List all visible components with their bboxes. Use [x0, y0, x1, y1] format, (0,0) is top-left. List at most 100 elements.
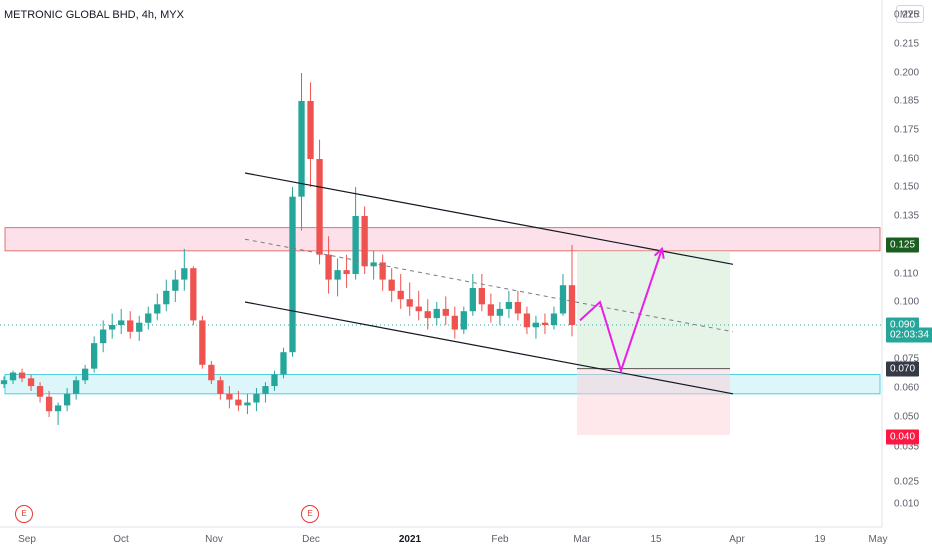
candle [523, 306, 531, 335]
price-tick-label: 0.025 [894, 476, 920, 488]
price-tick-label: 0.135 [894, 210, 920, 222]
price-tick-label: 0.200 [894, 67, 920, 79]
candle [45, 390, 53, 417]
candle [109, 313, 116, 339]
candle [361, 206, 368, 274]
price-tick-label: 0.075 [894, 353, 920, 365]
currency-label[interactable]: MYR [896, 5, 924, 23]
price-tick-label: 0.150 [894, 181, 920, 193]
candle [163, 279, 170, 312]
channel-mid-line[interactable] [244, 238, 734, 333]
candle [343, 254, 350, 288]
candle [451, 306, 458, 339]
price-badge: 0.070 [886, 361, 920, 377]
candle [460, 306, 467, 335]
candle [172, 270, 179, 302]
candle [154, 293, 161, 321]
candle [54, 402, 62, 425]
time-tick-label: Dec [302, 534, 320, 545]
price-tick-label: 0.010 [894, 498, 920, 510]
stop-zone[interactable] [577, 368, 730, 435]
candle [550, 306, 558, 330]
candle [0, 376, 8, 388]
time-tick-label: Nov [205, 534, 223, 545]
candle [532, 315, 540, 339]
candle [253, 388, 260, 412]
candle [63, 388, 71, 412]
candle [91, 336, 98, 373]
price-tick-label: 0.225 [894, 9, 920, 21]
resistance-zone[interactable] [4, 227, 881, 252]
projection-arrowhead [653, 246, 665, 259]
price-badge: 0.125 [886, 237, 920, 253]
time-tick-label: 19 [814, 534, 826, 545]
time-tick-label: Apr [729, 534, 745, 545]
candle [406, 282, 413, 316]
candle [487, 293, 495, 323]
time-tick-label: 15 [650, 534, 662, 545]
candle [388, 268, 395, 302]
candle [541, 313, 549, 335]
candle [298, 73, 305, 231]
candle [307, 82, 314, 187]
candle [568, 245, 576, 337]
candle [559, 274, 567, 316]
earnings-event-marker[interactable]: E [301, 505, 319, 523]
channel-upper-line[interactable] [244, 172, 734, 265]
time-tick-label: May [868, 534, 888, 545]
price-badge: 0.040 [886, 429, 920, 445]
candle [136, 315, 143, 341]
candle [244, 393, 251, 415]
time-tick-label: Sep [18, 534, 36, 545]
trendlines-layer [244, 172, 734, 395]
candle [217, 376, 224, 400]
price-tick-label: 0.215 [894, 38, 920, 50]
symbol-title: METRONIC GLOBAL BHD, 4h, MYX [4, 9, 184, 21]
candles-layer [0, 73, 576, 425]
price-tick-label: 0.185 [894, 95, 920, 107]
candle [469, 274, 476, 316]
candle [370, 250, 377, 280]
candle [280, 347, 287, 379]
candle [72, 376, 80, 400]
candle [18, 368, 26, 383]
earnings-event-marker[interactable]: E [15, 505, 33, 523]
target-zone[interactable] [577, 250, 730, 369]
price-badge: 02:03:34 [886, 327, 932, 343]
candle [505, 290, 513, 319]
candle [415, 290, 422, 321]
candle [208, 360, 215, 385]
candle [442, 296, 449, 325]
time-tick-label: Mar [573, 534, 591, 545]
candle [478, 274, 485, 312]
candle [352, 187, 359, 280]
candle [316, 139, 323, 265]
time-tick-label: Feb [491, 534, 509, 545]
candle [235, 390, 242, 412]
candle [271, 370, 278, 391]
candle [81, 364, 89, 385]
candle [181, 248, 188, 291]
candle [514, 290, 522, 321]
candle [397, 274, 404, 309]
candle [100, 320, 107, 353]
candle [190, 266, 197, 325]
candle [496, 302, 504, 325]
zones-layer [0, 227, 882, 435]
candle [424, 299, 431, 330]
candle [145, 306, 152, 330]
candle [36, 382, 44, 403]
candle [262, 382, 269, 403]
price-tick-label: 0.060 [894, 382, 920, 394]
projection-path[interactable] [579, 248, 663, 374]
time-tick-label: 2021 [398, 534, 422, 545]
support-zone[interactable] [4, 373, 881, 395]
candle [27, 374, 35, 391]
candle [127, 311, 134, 339]
candle [334, 258, 341, 297]
price-tick-label: 0.050 [894, 411, 920, 423]
channel-lower-line[interactable] [244, 301, 734, 395]
time-tick-label: Oct [113, 534, 129, 545]
candle [226, 386, 233, 409]
